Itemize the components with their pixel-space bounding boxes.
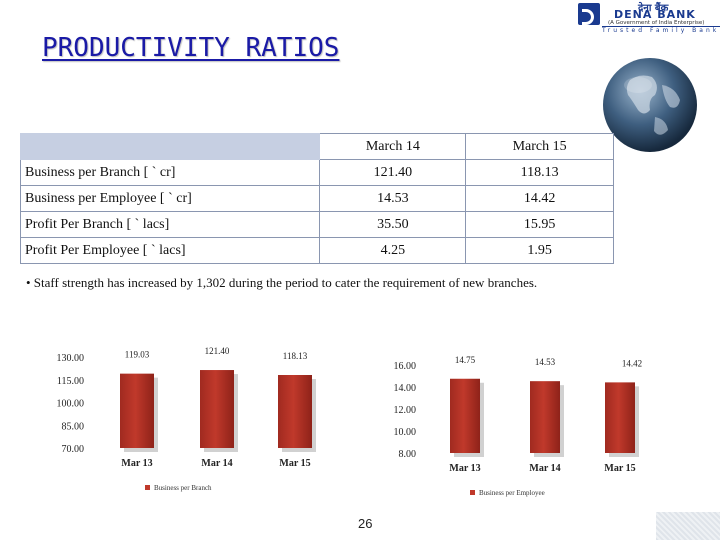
- logo-hindi-name: देना बैंक: [638, 3, 669, 14]
- bar-data-label: 14.53: [535, 357, 556, 367]
- row-label: Profit Per Employee [ ` lacs]: [19, 237, 321, 264]
- bar-data-label: 14.75: [455, 355, 476, 365]
- bar: [450, 378, 480, 453]
- logo-tagline: Trusted Family Bank: [602, 27, 720, 34]
- table-row: Profit Per Branch [ ` lacs] 35.50 15.95: [19, 211, 614, 238]
- bar: [120, 373, 154, 448]
- row-value-march14: 14.53: [319, 185, 467, 212]
- row-value-march15: 1.95: [465, 237, 614, 264]
- table-row: Business per Employee [ ` cr] 14.53 14.4…: [19, 185, 614, 212]
- x-category-label: Mar 13: [449, 463, 480, 474]
- bar-data-label: 118.13: [283, 351, 308, 361]
- row-value-march14: 4.25: [319, 237, 467, 264]
- staff-strength-note: • Staff strength has increased by 1,302 …: [26, 275, 538, 290]
- row-value-march15: 14.42: [465, 185, 614, 212]
- bar: [278, 375, 312, 448]
- logo-divider: [602, 26, 720, 27]
- row-label: Business per Branch [ ` cr]: [19, 159, 321, 186]
- y-tick-label: 12.00: [394, 405, 417, 416]
- y-tick-label: 10.00: [394, 427, 417, 438]
- globe-icon: [603, 58, 697, 152]
- page-number: 26: [358, 516, 373, 531]
- legend-label: Business per Employee: [479, 489, 545, 497]
- bar-data-label: 119.03: [125, 350, 150, 360]
- legend-swatch: [145, 485, 150, 490]
- y-tick-label: 115.00: [57, 376, 84, 387]
- table-header-march15: March 15: [465, 133, 614, 160]
- row-value-march14: 121.40: [319, 159, 467, 186]
- productivity-table: March 14 March 15 Business per Branch [ …: [19, 133, 614, 264]
- dena-bank-logo: देना बैंक DENA BANK (A Government of Ind…: [578, 0, 720, 40]
- x-category-label: Mar 15: [279, 458, 310, 469]
- x-category-label: Mar 14: [529, 463, 560, 474]
- x-category-label: Mar 13: [121, 458, 152, 469]
- y-tick-label: 70.00: [62, 444, 85, 455]
- row-label: Business per Employee [ ` cr]: [19, 185, 321, 212]
- corner-decoration: [656, 512, 720, 540]
- x-category-label: Mar 14: [201, 458, 232, 469]
- business-per-employee-chart: 16.00 14.00 12.00 10.00 8.00 14.75 Mar 13 14.53…: [394, 355, 643, 497]
- table-header-blank: [19, 133, 321, 160]
- bar-data-label: 121.40: [205, 346, 230, 356]
- y-tick-label: 85.00: [62, 421, 85, 432]
- y-tick-label: 8.00: [399, 449, 417, 460]
- logo-subtitle: (A Government of India Enterprise): [608, 20, 705, 26]
- table-row: Business per Branch [ ` cr] 121.40 118.1…: [19, 159, 614, 186]
- table-header-march14: March 14: [319, 133, 467, 160]
- x-category-label: Mar 15: [604, 463, 635, 474]
- table-header-row: March 14 March 15: [19, 133, 614, 160]
- y-tick-label: 130.00: [57, 353, 85, 364]
- bar: [200, 370, 234, 448]
- table-row: Profit Per Employee [ ` lacs] 4.25 1.95: [19, 237, 614, 264]
- row-value-march14: 35.50: [319, 211, 467, 238]
- y-tick-label: 100.00: [57, 399, 85, 410]
- row-value-march15: 118.13: [465, 159, 614, 186]
- legend-label: Business per Branch: [154, 484, 212, 492]
- y-tick-label: 16.00: [394, 361, 417, 372]
- bar: [605, 382, 635, 453]
- y-tick-label: 14.00: [394, 383, 417, 394]
- bank-logo-icon: [578, 3, 600, 25]
- bar-data-label: 14.42: [622, 358, 642, 368]
- bar: [530, 381, 560, 453]
- logo-name: DENA BANK: [614, 8, 696, 21]
- slide-title: PRODUCTIVITY RATIOS: [42, 33, 340, 63]
- row-value-march15: 15.95: [465, 211, 614, 238]
- legend-swatch: [470, 490, 475, 495]
- business-per-branch-chart: 130.00 115.00 100.00 85.00 70.00 119.03 Mar 13…: [57, 346, 316, 492]
- row-label: Profit Per Branch [ ` lacs]: [19, 211, 321, 238]
